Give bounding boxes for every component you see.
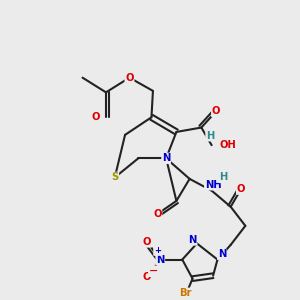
- Text: +: +: [154, 246, 161, 255]
- Text: OH: OH: [220, 140, 237, 150]
- Text: Br: Br: [179, 288, 191, 298]
- Text: N: N: [188, 235, 197, 245]
- Text: N: N: [162, 153, 170, 163]
- Text: O: O: [237, 184, 245, 194]
- Text: O: O: [91, 112, 100, 122]
- Text: O: O: [212, 106, 220, 116]
- Text: O: O: [125, 73, 134, 83]
- Text: H: H: [206, 131, 214, 141]
- Text: O: O: [153, 209, 162, 219]
- Text: −: −: [149, 266, 158, 276]
- Text: NH: NH: [205, 180, 221, 190]
- Text: O: O: [143, 237, 151, 247]
- Text: H: H: [219, 172, 227, 182]
- Text: N: N: [156, 255, 164, 265]
- Text: N: N: [218, 249, 226, 259]
- Text: S: S: [111, 172, 118, 182]
- Text: O: O: [143, 272, 151, 282]
